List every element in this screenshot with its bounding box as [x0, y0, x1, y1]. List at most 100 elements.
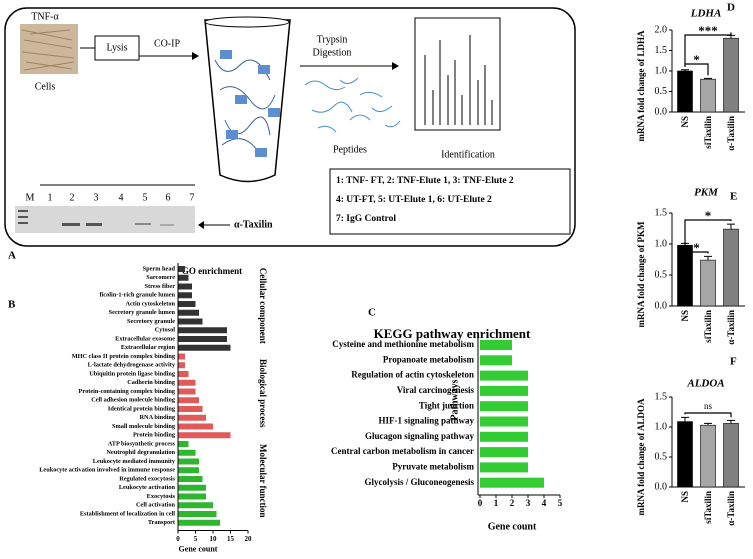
bar: [677, 421, 693, 488]
x-tick-label: 1: [494, 498, 499, 508]
category-label: HIF-1 signaling pathway: [378, 416, 474, 426]
y-tick-label: 0.0: [655, 481, 668, 492]
bar: [178, 353, 185, 360]
bar: [178, 458, 199, 465]
y-axis-label: Pathways: [449, 379, 460, 420]
bar: [677, 70, 693, 113]
category-label: Cadherin binding: [127, 379, 176, 386]
bar: [480, 340, 512, 350]
bar: [178, 379, 196, 386]
y-axis-label: mRNA fold change of ALDOA: [636, 398, 646, 516]
lane-label: 4: [119, 192, 124, 203]
panel-frame: [4, 7, 576, 247]
significance-label: *: [705, 208, 712, 223]
category-label: Extracellular exosome: [115, 335, 175, 342]
significance-label: *: [693, 240, 700, 255]
legend-line: 1: TNF- FT, 2: TNF-Elute 1, 3: TNF-Elute…: [336, 176, 514, 186]
coip-label: CO-IP: [154, 38, 181, 49]
category-label: Protein-containing complex binding: [79, 388, 176, 395]
spectrum: [424, 35, 493, 125]
legend-line: 7: IgG Control: [336, 214, 396, 224]
x-tick-label: 15: [227, 535, 235, 543]
significance-bracket: [684, 32, 732, 67]
bar: [178, 476, 203, 482]
bar: [178, 467, 199, 474]
category-label: Regulation of actin cytoskeleton: [351, 370, 474, 380]
group-label: Cellular component: [258, 268, 268, 344]
category-label: Ubiquitin protein ligase binding: [89, 370, 176, 377]
digestion-label: Digestion: [313, 47, 352, 58]
peptides: [304, 77, 401, 133]
category-label: Extracellular region: [121, 344, 176, 351]
category-label: Identical protein binding: [108, 405, 176, 412]
lysis-label: Lysis: [106, 42, 127, 53]
digestion-label: Trypsin: [317, 34, 348, 45]
bar: [178, 327, 227, 334]
category-label: Tight junction: [419, 400, 474, 410]
bar: [480, 477, 544, 488]
bar: [480, 370, 528, 381]
y-tick-label: 2.0: [655, 24, 668, 35]
chart-title: PKM: [694, 187, 719, 199]
lane-label: 7: [190, 192, 195, 203]
lane-label: 1: [48, 192, 53, 203]
category-label: Leukocyte mediated immunity: [93, 458, 176, 465]
x-tick-label: NS: [680, 491, 690, 503]
error-bar: [704, 255, 712, 261]
chart-title: ALDOA: [686, 378, 724, 390]
bar: [178, 292, 192, 299]
significance-bracket: [684, 219, 732, 241]
category-label: ATP biosynthetic process: [108, 440, 176, 447]
bar: [178, 266, 185, 272]
category-label: Glucagon signaling pathway: [365, 431, 475, 441]
bar: [480, 385, 528, 396]
x-tick-label: siTaxilin: [703, 310, 713, 343]
lane-label: 3: [94, 192, 99, 203]
y-tick-label: 0.0: [655, 300, 668, 311]
bar: [178, 344, 231, 351]
protein-strands: [214, 59, 276, 151]
category-label: Glycolysis / Gluconeogenesis: [364, 477, 474, 487]
x-tick-label: siTaxilin: [703, 491, 713, 524]
lane-label: 2: [70, 192, 75, 203]
bar: [178, 519, 220, 526]
gel-bands: [18, 210, 174, 226]
bar: [480, 462, 528, 473]
y-tick-label: 1.5: [655, 391, 668, 402]
gel: [15, 206, 195, 233]
bar: [178, 371, 189, 377]
x-tick-label: 4: [542, 498, 547, 508]
significance-label: ***: [698, 23, 718, 38]
bar: [178, 511, 217, 517]
x-tick-label: 5: [558, 498, 563, 508]
bar: [480, 416, 528, 427]
bar: [178, 336, 227, 342]
category-label: Secretory granule: [127, 318, 175, 325]
bar: [178, 441, 189, 447]
category-label: Actin cytoskeleton: [126, 300, 176, 307]
y-tick-label: 0.0: [655, 106, 668, 117]
bar: [178, 309, 199, 316]
category-label: RNA binding: [139, 414, 175, 421]
significance-label: ns: [704, 401, 713, 411]
error-bar: [704, 422, 712, 426]
y-tick-label: 1.5: [655, 207, 668, 218]
x-tick-label: 0: [176, 535, 180, 543]
panel-label: D: [727, 2, 735, 14]
x-tick-label: 20: [245, 535, 253, 543]
bar: [700, 259, 716, 307]
category-label: Establishment of localization in cell: [80, 510, 175, 517]
column: [204, 19, 291, 183]
panel-label: C: [368, 307, 376, 319]
bar: [178, 423, 213, 430]
category-label: Small molecule binding: [112, 423, 176, 430]
bar: [178, 493, 206, 500]
bar: [178, 301, 196, 307]
bar: [178, 388, 196, 395]
category-label: Exocytosis: [147, 493, 176, 500]
identification-label: Identification: [441, 149, 495, 160]
y-tick-label: 0.5: [655, 86, 668, 97]
error-bar: [704, 77, 712, 80]
x-tick-label: 0: [478, 498, 483, 508]
